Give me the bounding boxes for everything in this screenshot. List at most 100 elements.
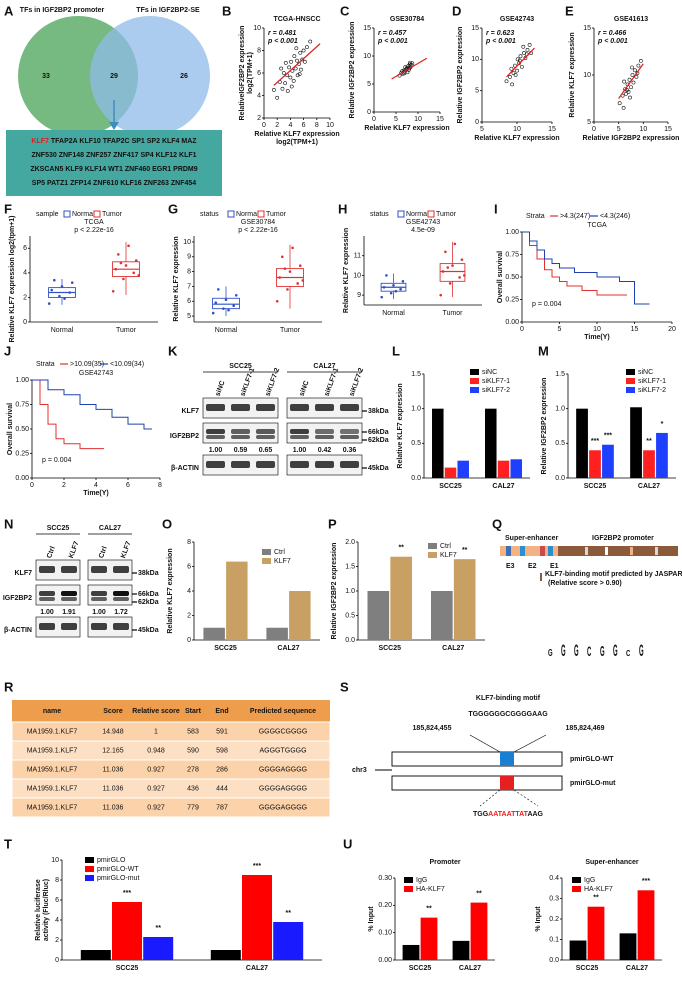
marker-label: 62kDa <box>368 437 389 444</box>
logo-letter: G <box>561 641 566 660</box>
y-tick-label: 8 <box>187 268 191 275</box>
blot-panel <box>35 559 81 581</box>
point <box>299 67 303 72</box>
x-tick-label: 5 <box>558 326 562 333</box>
point <box>446 266 450 269</box>
row-label: β-ACTIN <box>171 465 199 472</box>
table-cell: GGGGAGGGG <box>259 785 307 792</box>
bar <box>289 591 311 640</box>
x-tick-label: 20 <box>668 326 676 333</box>
band <box>290 404 309 411</box>
panel-letter: H <box>338 201 347 216</box>
panel-letter: K <box>168 343 178 358</box>
legend-label: HA-KLF7 <box>584 886 613 893</box>
point <box>289 59 293 64</box>
y-axis-label: Overall survival <box>7 403 14 455</box>
stat-r: r = 0.466 <box>598 30 626 37</box>
significance: *** <box>642 878 650 885</box>
y-tick-label: 1.5 <box>555 371 565 378</box>
legend-swatch <box>626 378 635 384</box>
guide <box>469 734 501 753</box>
point <box>275 95 280 100</box>
point <box>624 91 628 96</box>
point <box>288 270 292 273</box>
table-cell: GGGGAGGGG <box>259 766 307 773</box>
y-tick-label: 0.00 <box>15 475 29 482</box>
table-cell: 11.036 <box>103 766 124 773</box>
table-cell: 598 <box>216 747 228 754</box>
y-tick-label: 10 <box>353 272 361 279</box>
gene: KLF10 <box>79 138 101 145</box>
fit-line <box>391 57 428 80</box>
legend-swatch <box>63 210 71 218</box>
gene: TFAP2C <box>103 138 130 145</box>
y-tick-label: 0.0 <box>555 475 565 482</box>
significance: *** <box>253 863 261 870</box>
p-label: p < 2.22e-16 <box>74 227 114 234</box>
table-cell: 779 <box>187 804 199 811</box>
point <box>127 244 130 248</box>
band <box>39 591 55 596</box>
x-tick-label: 5 <box>480 126 484 133</box>
panel-letter: A <box>4 3 14 18</box>
bar <box>587 906 605 960</box>
legend-swatch <box>470 369 479 375</box>
point <box>298 50 303 55</box>
legend-swatch <box>262 549 271 555</box>
point <box>50 288 54 292</box>
bar <box>457 460 469 478</box>
region-label: IGF2BP2 promoter <box>592 535 654 542</box>
point <box>389 291 393 295</box>
point <box>132 271 135 275</box>
sequence-part: AAG <box>527 811 543 818</box>
point <box>308 39 313 44</box>
legend-title: Strata <box>526 213 545 220</box>
y-tick-label: 1.00 <box>15 377 29 384</box>
stat-p: p < 0.001 <box>267 38 298 45</box>
quant-label: 1.00 <box>40 609 54 616</box>
panel-title: GSE41613 <box>614 16 648 23</box>
table-cell: 14.948 <box>102 728 124 735</box>
legend-swatch <box>572 886 581 892</box>
point <box>513 73 518 77</box>
legend-swatch <box>85 857 94 863</box>
sequence-part: AATAATTAT <box>488 811 529 818</box>
point <box>304 45 309 50</box>
stat-p: p < 0.001 <box>597 38 628 45</box>
point <box>70 281 74 284</box>
point <box>623 87 627 92</box>
box <box>439 263 466 282</box>
point <box>444 250 447 254</box>
y-tick-label: 0 <box>475 119 479 126</box>
point <box>124 264 128 267</box>
point <box>296 282 299 285</box>
band <box>256 429 275 434</box>
x-axis-label: Time(Y) <box>584 334 610 341</box>
point <box>291 78 296 83</box>
y-axis-label: Relative KLF7 expression <box>397 383 404 468</box>
dataset-label: GSE42743 <box>406 219 440 226</box>
legend-label: >4.3(247) <box>560 213 590 220</box>
y-tick-label: 2 <box>187 612 191 619</box>
y-tick-label: 5 <box>587 119 591 126</box>
y-tick-label: 5 <box>475 88 479 95</box>
significance: * <box>661 421 664 428</box>
point <box>621 106 626 110</box>
legend-swatch <box>93 210 101 218</box>
band <box>206 435 225 439</box>
band <box>340 461 359 468</box>
band <box>290 461 309 468</box>
significance: ** <box>155 925 161 932</box>
band <box>39 566 55 573</box>
legend-label: IgG <box>584 877 595 884</box>
legend-swatch <box>404 877 413 883</box>
gene: KLF12 <box>156 152 178 159</box>
point <box>281 71 286 75</box>
point <box>523 56 528 60</box>
y-axis-label: Relative luciferase <box>35 879 42 941</box>
panel-letter: U <box>343 836 352 851</box>
table-cell: 583 <box>187 728 199 735</box>
panel-letter: R <box>4 679 14 694</box>
band <box>206 404 225 411</box>
gene-line: SP5 PATZ1 ZFP14 ZNF610 KLF16 ZNF263 ZNF4… <box>32 180 197 187</box>
